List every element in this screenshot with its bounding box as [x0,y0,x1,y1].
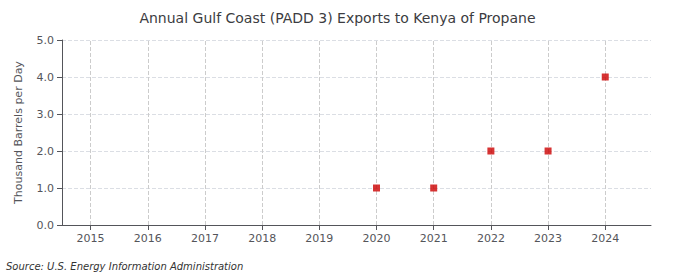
svg-text:Source: U.S. Energy Informatio: Source: U.S. Energy Information Administ… [6,261,243,272]
svg-text:2017: 2017 [191,232,219,245]
svg-text:2023: 2023 [534,232,562,245]
svg-text:3.0: 3.0 [37,108,55,121]
svg-text:1.0: 1.0 [37,182,55,195]
svg-text:0.0: 0.0 [37,219,55,232]
svg-text:2020: 2020 [363,232,391,245]
svg-text:2021: 2021 [420,232,448,245]
svg-text:2016: 2016 [134,232,162,245]
svg-text:2024: 2024 [591,232,619,245]
svg-text:2015: 2015 [77,232,105,245]
svg-text:5.0: 5.0 [37,34,55,47]
svg-text:2018: 2018 [248,232,276,245]
svg-text:Thousand Barrels per Day: Thousand Barrels per Day [12,61,25,205]
svg-text:2019: 2019 [305,232,333,245]
svg-text:2.0: 2.0 [37,145,55,158]
svg-text:4.0: 4.0 [37,71,55,84]
svg-text:2022: 2022 [477,232,505,245]
svg-text:Annual Gulf Coast (PADD 3) Exp: Annual Gulf Coast (PADD 3) Exports to Ke… [139,10,535,26]
